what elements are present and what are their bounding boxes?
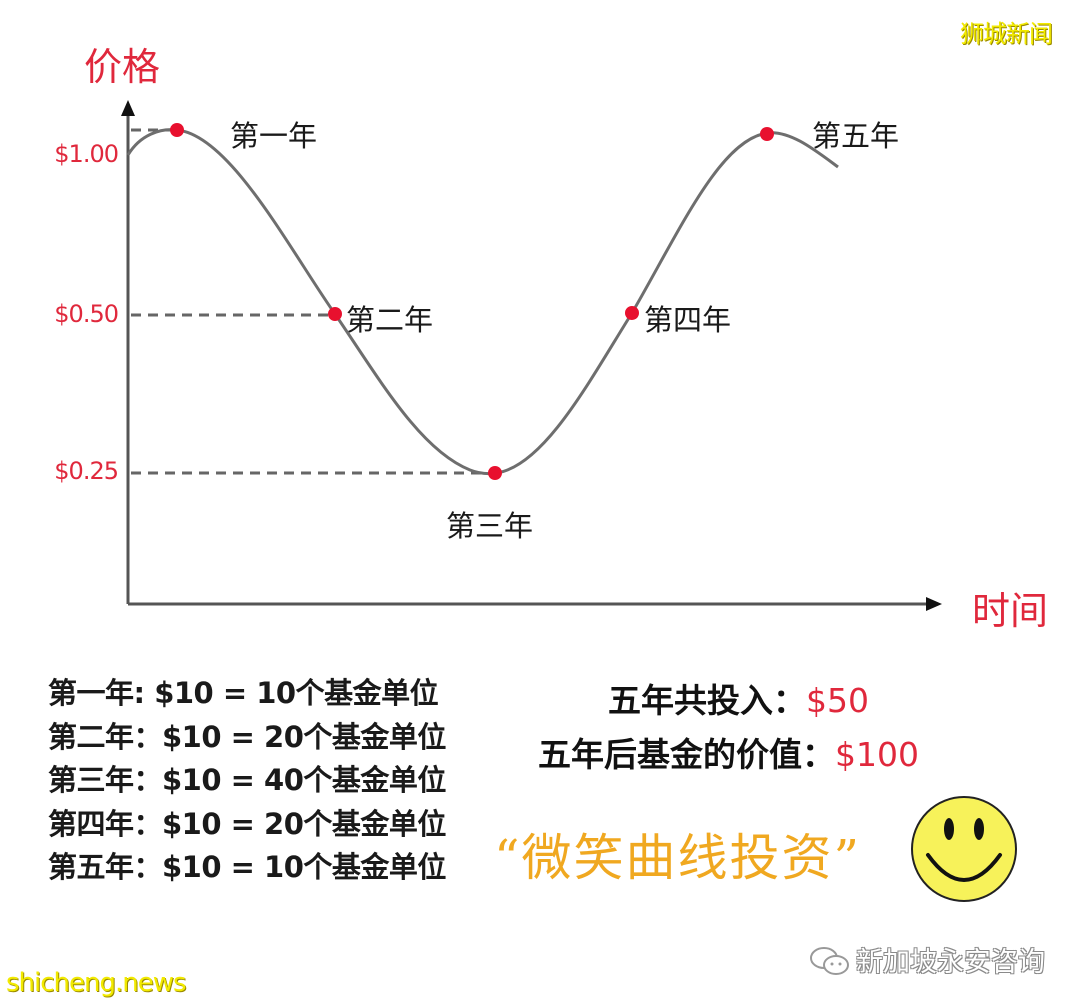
breakdown-row: 第二年：$10 = 20个基金单位 xyxy=(48,719,446,754)
investment-breakdown: 第一年: $10 = 10个基金单位 第二年：$10 = 20个基金单位 第三年… xyxy=(48,672,446,890)
data-points xyxy=(170,123,774,480)
y-tick-0.25: $0.25 xyxy=(54,457,119,485)
wechat-icon xyxy=(810,947,849,975)
x-axis-label: 时间 xyxy=(972,589,1049,633)
breakdown-row: 第五年：$10 = 10个基金单位 xyxy=(48,850,446,884)
point-year-3 xyxy=(488,466,502,480)
y-axis-arrow-icon xyxy=(121,100,135,116)
final-value-value: $100 xyxy=(835,735,919,774)
point-label-year-2: 第二年 xyxy=(346,303,434,337)
source-label: 新加坡永安咨询 xyxy=(856,947,1045,978)
slogan: “微笑曲线投资” xyxy=(494,829,862,887)
breakdown-row: 第一年: $10 = 10个基金单位 xyxy=(48,676,439,710)
x-axis-arrow-icon xyxy=(926,597,942,611)
price-curve xyxy=(126,128,839,476)
breakdown-row: 第四年：$10 = 20个基金单位 xyxy=(48,806,446,841)
final-value: 五年后基金的价值：$100 xyxy=(538,728,919,776)
breakdown-row: 第三年：$10 = 40个基金单位 xyxy=(48,763,446,797)
y-axis-label: 价格 xyxy=(84,45,161,89)
point-label-year-5: 第五年 xyxy=(812,119,900,153)
total-invested: 五年共投入：$50 xyxy=(608,674,869,722)
y-tick-0.50: $0.50 xyxy=(54,300,119,328)
total-invested-value: $50 xyxy=(806,681,869,720)
final-value-label: 五年后基金的价值： xyxy=(538,735,835,774)
guide-lines xyxy=(131,128,488,475)
watermark-brand: 狮城新闻 xyxy=(960,20,1053,48)
point-label-year-4: 第四年 xyxy=(644,303,732,337)
point-label-year-3: 第三年 xyxy=(446,509,534,543)
site-watermark: shicheng.news xyxy=(6,968,187,998)
smiley-face-icon xyxy=(911,796,1017,902)
point-year-2 xyxy=(328,307,342,321)
total-invested-label: 五年共投入： xyxy=(608,681,806,720)
y-tick-1.00: $1.00 xyxy=(54,140,119,168)
smile-curve-chart xyxy=(121,100,942,611)
point-year-4 xyxy=(625,306,639,320)
point-label-year-1: 第一年 xyxy=(230,119,318,153)
point-year-1 xyxy=(170,123,184,137)
point-year-5 xyxy=(760,127,774,141)
